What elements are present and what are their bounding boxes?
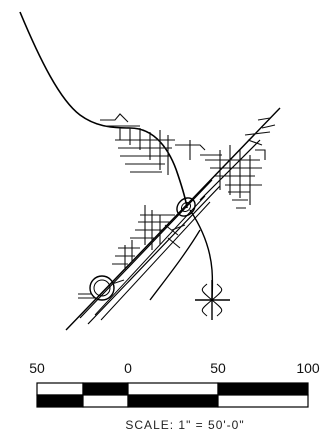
scale-caption: SCALE: 1" = 50'-0" [125, 418, 244, 431]
scale-segment [36, 394, 84, 408]
scale-tick-label: 50 [29, 360, 45, 376]
scale-tick-label: 50 [210, 360, 226, 376]
scale-segment [127, 382, 219, 396]
scale-segment [36, 382, 84, 396]
central-interchange [176, 197, 196, 217]
scale-segment [217, 382, 309, 396]
scale-segment [217, 394, 309, 408]
street-grid-west [112, 205, 186, 270]
scale-tick-label: 0 [124, 360, 132, 376]
main-diagonal-corridor [65, 107, 281, 331]
street-grid-northeast [205, 117, 276, 209]
scale-tick-label: 100 [296, 360, 320, 376]
scale-bar: 50 0 50 100 SCALE: 1" = 50'-0" [29, 360, 320, 431]
south-ramp-road [189, 209, 214, 301]
scale-segment [82, 394, 129, 408]
northwest-highway [19, 11, 188, 209]
street-grid-north [100, 113, 222, 175]
scale-segment [82, 382, 129, 396]
scale-segment [127, 394, 219, 408]
southwest-loop [78, 275, 125, 301]
cloverleaf-interchange [195, 280, 230, 320]
southwest-curve-road [149, 229, 201, 301]
